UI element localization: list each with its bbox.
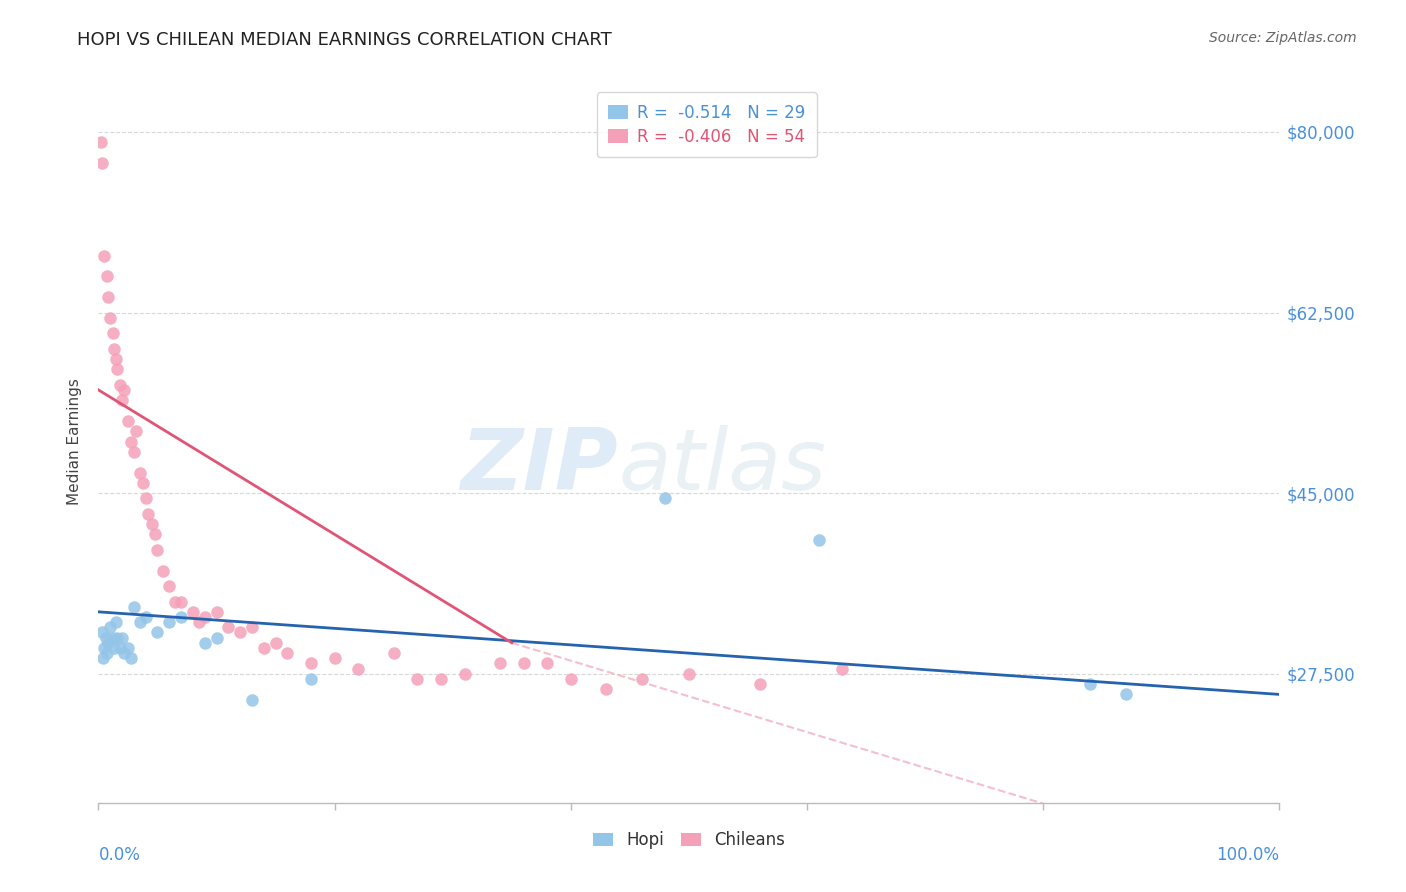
Point	[103, 640, 125, 655]
Point	[132, 475, 155, 490]
Point	[560, 672, 582, 686]
Point	[240, 692, 263, 706]
Point	[122, 445, 145, 459]
Point	[136, 507, 159, 521]
Point	[91, 156, 114, 170]
Text: 100.0%: 100.0%	[1216, 847, 1279, 864]
Text: 0.0%: 0.0%	[98, 847, 141, 864]
Point	[240, 620, 263, 634]
Point	[512, 657, 534, 671]
Point	[678, 666, 700, 681]
Point	[536, 657, 558, 671]
Point	[122, 599, 145, 614]
Point	[97, 290, 120, 304]
Point	[1115, 687, 1137, 701]
Text: HOPI VS CHILEAN MEDIAN EARNINGS CORRELATION CHART: HOPI VS CHILEAN MEDIAN EARNINGS CORRELAT…	[77, 31, 612, 49]
Point	[146, 542, 169, 557]
Point	[135, 491, 157, 506]
Point	[157, 579, 180, 593]
Point	[205, 605, 228, 619]
Point	[128, 466, 150, 480]
Point	[654, 491, 676, 506]
Point	[105, 362, 128, 376]
Point	[105, 351, 128, 366]
Point	[253, 640, 276, 655]
Point	[299, 657, 322, 671]
Point	[108, 640, 131, 655]
Point	[111, 631, 134, 645]
Text: Source: ZipAtlas.com: Source: ZipAtlas.com	[1209, 31, 1357, 45]
Point	[101, 631, 124, 645]
Point	[98, 620, 121, 634]
Point	[299, 672, 322, 686]
Point	[229, 625, 252, 640]
Point	[117, 640, 139, 655]
Point	[143, 527, 166, 541]
Text: atlas: atlas	[619, 425, 827, 508]
Point	[105, 615, 128, 630]
Point	[111, 393, 134, 408]
Point	[105, 631, 128, 645]
Point	[135, 610, 157, 624]
Point	[91, 651, 114, 665]
Point	[264, 636, 287, 650]
Point	[181, 605, 204, 619]
Point	[103, 342, 125, 356]
Point	[165, 594, 187, 608]
Point	[194, 636, 217, 650]
Y-axis label: Median Earnings: Median Earnings	[67, 378, 83, 505]
Point	[194, 610, 217, 624]
Point	[382, 646, 405, 660]
Point	[276, 646, 298, 660]
Point	[125, 424, 148, 438]
Point	[152, 564, 174, 578]
Point	[630, 672, 652, 686]
Point	[98, 310, 121, 325]
Point	[595, 682, 617, 697]
Point	[112, 646, 135, 660]
Point	[93, 640, 115, 655]
Point	[146, 625, 169, 640]
Point	[91, 625, 114, 640]
Point	[205, 631, 228, 645]
Point	[489, 657, 512, 671]
Point	[101, 326, 124, 341]
Point	[96, 646, 118, 660]
Point	[112, 383, 135, 397]
Point	[217, 620, 239, 634]
Point	[128, 615, 150, 630]
Text: ZIP: ZIP	[460, 425, 619, 508]
Point	[748, 677, 770, 691]
Point	[170, 610, 193, 624]
Point	[170, 594, 193, 608]
Point	[121, 651, 143, 665]
Point	[406, 672, 429, 686]
Point	[323, 651, 346, 665]
Point	[121, 434, 143, 449]
Point	[157, 615, 180, 630]
Point	[141, 517, 163, 532]
Point	[807, 533, 830, 547]
Point	[90, 135, 112, 149]
Point	[831, 662, 853, 676]
Point	[97, 636, 120, 650]
Point	[430, 672, 453, 686]
Point	[108, 377, 131, 392]
Point	[347, 662, 370, 676]
Point	[96, 269, 118, 284]
Point	[187, 615, 209, 630]
Point	[93, 249, 115, 263]
Point	[1080, 677, 1102, 691]
Legend: Hopi, Chileans: Hopi, Chileans	[586, 824, 792, 856]
Point	[94, 631, 117, 645]
Point	[453, 666, 475, 681]
Point	[117, 414, 139, 428]
